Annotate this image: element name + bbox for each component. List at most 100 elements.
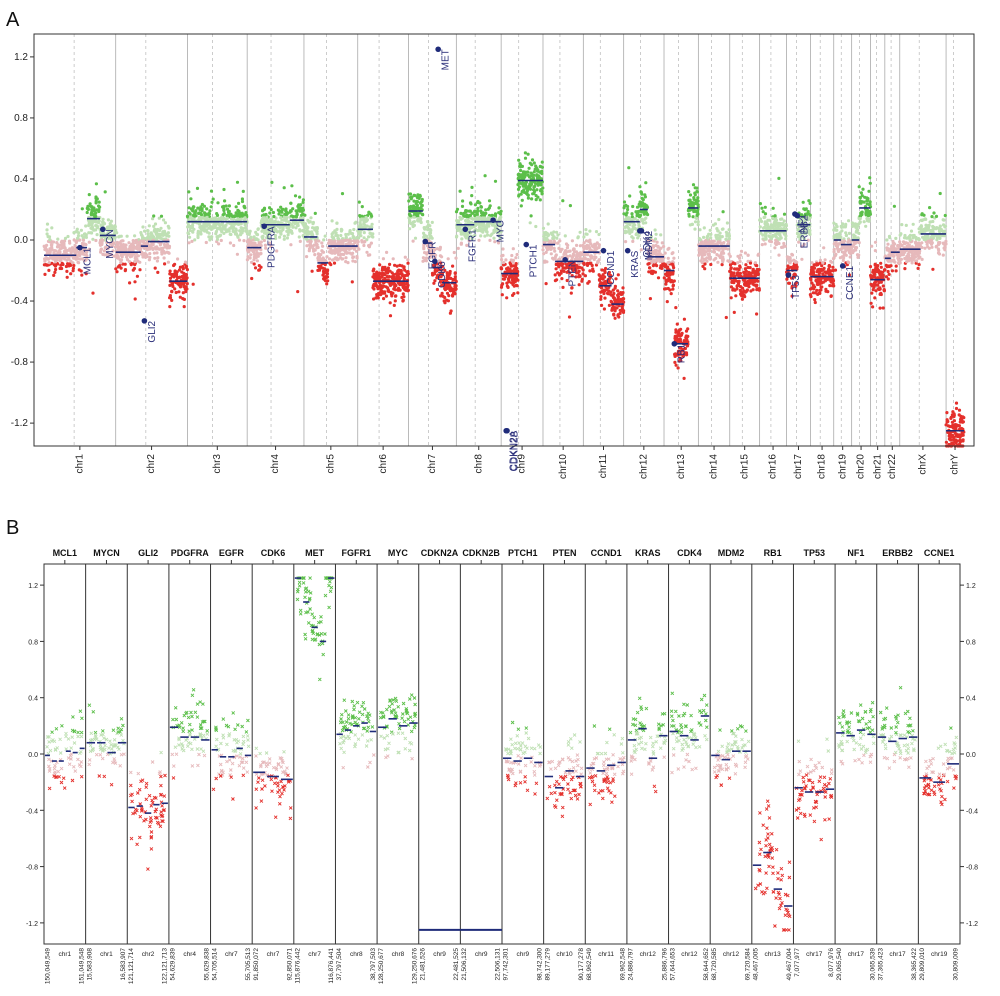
probe-point xyxy=(401,273,405,277)
probe-point xyxy=(470,185,474,189)
probe-point xyxy=(402,265,406,269)
probe-point xyxy=(816,268,820,272)
probe-point xyxy=(612,313,616,317)
probe-point xyxy=(82,232,87,236)
probe-point xyxy=(122,252,127,256)
probe-point xyxy=(90,209,94,213)
probe-point xyxy=(535,188,539,192)
probe-point xyxy=(257,264,261,268)
probe-point xyxy=(181,276,185,280)
probe-point xyxy=(184,273,188,277)
probe-point xyxy=(89,213,93,217)
probe-point xyxy=(320,241,324,245)
probe-point xyxy=(521,170,526,174)
probe-point xyxy=(237,238,242,242)
probe-point xyxy=(284,207,288,211)
probe-point xyxy=(139,233,144,237)
probe-point xyxy=(858,196,862,200)
probe-point xyxy=(153,246,157,250)
probe-point xyxy=(166,224,170,228)
probe-point xyxy=(357,247,361,251)
probe-point xyxy=(779,236,783,240)
probe-point xyxy=(530,163,534,167)
probe-point xyxy=(76,260,80,264)
probe-point xyxy=(181,291,185,295)
probe-point xyxy=(56,237,60,241)
probe-point xyxy=(195,186,200,190)
probe-point xyxy=(257,268,261,272)
probe-point xyxy=(786,258,790,262)
probe-point xyxy=(205,215,209,219)
probe-point xyxy=(724,237,728,241)
probe-point xyxy=(328,261,332,265)
probe-point xyxy=(428,236,432,240)
probe-point xyxy=(345,251,349,255)
probe-point xyxy=(260,229,264,233)
probe-point xyxy=(365,219,369,223)
probe-point xyxy=(119,266,123,270)
probe-point xyxy=(454,256,458,260)
probe-point xyxy=(262,238,266,243)
probe-point xyxy=(706,234,710,238)
probe-point xyxy=(416,219,420,223)
probe-point xyxy=(80,273,84,277)
probe-point xyxy=(541,226,546,230)
probe-point xyxy=(607,303,612,307)
probe-point xyxy=(541,248,545,252)
probe-point xyxy=(696,223,700,227)
probe-point xyxy=(177,283,181,287)
probe-point xyxy=(487,224,491,228)
probe-point xyxy=(98,240,102,245)
probe-point xyxy=(736,280,740,284)
probe-point xyxy=(672,256,676,260)
probe-point xyxy=(243,226,247,230)
probe-point xyxy=(735,273,739,277)
probe-point xyxy=(147,258,151,262)
probe-point xyxy=(623,225,627,229)
probe-point xyxy=(777,232,782,237)
probe-point xyxy=(205,207,209,211)
probe-point xyxy=(708,249,712,253)
probe-point xyxy=(555,236,559,240)
probe-point xyxy=(123,243,127,247)
probe-point xyxy=(644,181,648,185)
probe-point xyxy=(186,224,191,228)
probe-point xyxy=(155,259,159,263)
probe-point xyxy=(714,233,718,237)
probe-point xyxy=(721,260,725,264)
probe-point xyxy=(540,192,544,196)
probe-point xyxy=(243,223,247,227)
probe-point xyxy=(824,289,828,293)
probe-point xyxy=(109,219,113,223)
probe-point xyxy=(500,258,504,262)
probe-point xyxy=(411,222,415,227)
probe-point xyxy=(421,259,425,263)
probe-point xyxy=(94,228,98,232)
probe-point xyxy=(725,221,730,225)
probe-point xyxy=(372,287,376,291)
probe-point xyxy=(659,233,663,237)
probe-point xyxy=(561,199,565,203)
probe-point xyxy=(510,281,514,285)
probe-point xyxy=(89,231,93,235)
probe-point xyxy=(152,224,156,228)
probe-point xyxy=(844,222,848,226)
probe-point xyxy=(569,291,573,295)
probe-point xyxy=(530,197,534,201)
probe-point xyxy=(837,242,842,246)
probe-point xyxy=(761,233,765,237)
probe-point xyxy=(682,376,686,380)
probe-point xyxy=(240,197,244,201)
probe-point xyxy=(568,204,573,208)
probe-point xyxy=(320,259,325,263)
probe-point xyxy=(251,249,255,253)
probe-point xyxy=(620,305,624,309)
probe-point xyxy=(328,240,333,245)
probe-point xyxy=(744,263,748,267)
probe-point xyxy=(862,220,866,224)
probe-point xyxy=(79,269,83,273)
probe-point xyxy=(362,218,366,222)
probe-point xyxy=(342,252,346,257)
probe-point xyxy=(623,231,628,235)
probe-point xyxy=(656,245,660,249)
